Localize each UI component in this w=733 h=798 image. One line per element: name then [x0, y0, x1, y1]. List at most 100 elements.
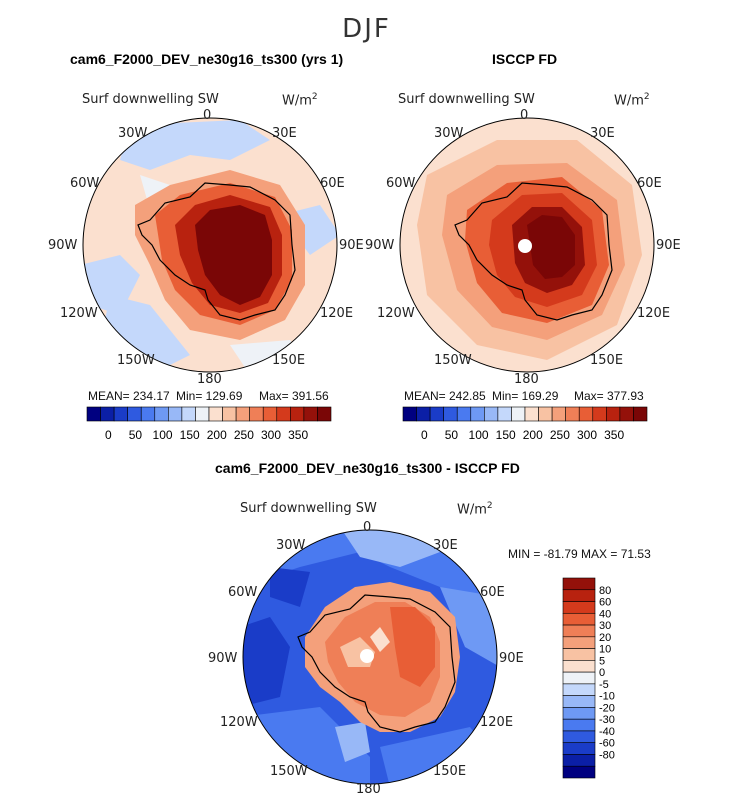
colorbar-swatch [538, 406, 553, 422]
colorbar-swatch [208, 406, 223, 422]
colorbar-tick-label: 40 [599, 608, 611, 620]
lon-label: 90W [208, 651, 238, 666]
colorbar-tick-label: 150 [496, 428, 516, 442]
stat-max: Max= 391.56 [259, 389, 329, 403]
colorbar-model: 0 50 100 150 200 250 300 350 [86, 406, 332, 442]
lon-label: 120E [637, 306, 671, 321]
colorbar-tick-label: -10 [599, 691, 615, 703]
panel-model-units: W/m2 [282, 92, 318, 109]
lon-label: 120E [320, 306, 354, 321]
colorbar-swatch [562, 683, 596, 696]
colorbar-tick-label: 250 [550, 428, 570, 442]
colorbar-tick-label: 150 [180, 428, 200, 442]
colorbar-swatch [562, 612, 596, 626]
lon-label: 150E [272, 353, 306, 368]
colorbar-tick-label: 300 [261, 428, 281, 442]
colorbar-swatch [592, 406, 607, 422]
lon-label: 60W [228, 585, 258, 600]
colorbar-tick-label: -40 [599, 726, 615, 738]
colorbar-tick-label: 60 [599, 597, 611, 609]
colorbar-tick-label: 0 [105, 428, 112, 442]
lon-label: 30W [276, 538, 306, 553]
colorbar-swatch [127, 406, 142, 422]
colorbar-swatch [470, 406, 485, 422]
lon-label: 180 [197, 372, 222, 387]
colorbar-tick-label: -60 [599, 738, 615, 750]
lon-label: 150W [117, 353, 155, 368]
lon-label: 60W [386, 176, 416, 191]
lon-label: 60E [320, 176, 345, 191]
colorbar-tick-label: -20 [599, 702, 615, 714]
colorbar-swatch [511, 406, 526, 422]
colorbar-tick-label: 50 [445, 428, 459, 442]
colorbar-swatch [290, 406, 305, 422]
colorbar-swatch [606, 406, 621, 422]
colorbar-swatch [235, 406, 250, 422]
colorbar-swatch [562, 660, 596, 673]
colorbar-swatch [524, 406, 539, 422]
colorbar-swatch [633, 406, 648, 422]
lon-label: 60E [480, 585, 505, 600]
colorbar-obs: 0 50 100 150 200 250 300 350 [402, 406, 648, 442]
colorbar-swatch [429, 406, 444, 422]
colorbar-swatch [565, 406, 580, 422]
lon-label: 30W [434, 126, 464, 141]
colorbar-swatch [222, 406, 237, 422]
lon-label: 30W [118, 126, 148, 141]
stat-mean: MEAN= 242.85 [404, 389, 486, 403]
panel-model-title: cam6_F2000_DEV_ne30g16_ts300 (yrs 1) [70, 51, 344, 67]
panel-obs-units: W/m2 [614, 92, 650, 109]
colorbar-tick-label: -5 [599, 679, 609, 691]
colorbar-tick-label: 30 [599, 620, 611, 632]
colorbar-swatch [100, 406, 115, 422]
colorbar-swatch [484, 406, 499, 422]
lon-label: 90E [339, 238, 364, 253]
colorbar-swatch [562, 695, 596, 708]
panel-diff-variable: Surf downwelling SW [240, 501, 377, 516]
colorbar-swatch [86, 406, 101, 422]
polar-map-obs [399, 117, 655, 373]
stat-mean: MEAN= 234.17 [88, 389, 170, 403]
lon-label: 30E [590, 126, 615, 141]
lon-label: 0 [203, 108, 212, 123]
colorbar-swatch [562, 730, 596, 744]
lon-label: 60E [637, 176, 662, 191]
lon-label: 120E [480, 715, 514, 730]
stat-max: Max= 377.93 [574, 389, 644, 403]
colorbar-swatch [140, 406, 156, 422]
lon-label: 180 [356, 782, 381, 797]
colorbar-swatch [497, 406, 512, 422]
panel-diff-units: W/m2 [457, 501, 493, 518]
colorbar-tick-label: 20 [599, 632, 611, 644]
colorbar-swatch [262, 406, 278, 422]
colorbar-swatch [562, 601, 596, 614]
colorbar-tick-label: 350 [288, 428, 308, 442]
colorbar-swatch [562, 636, 596, 649]
lon-label: 150W [270, 764, 308, 779]
colorbar-swatch [562, 742, 596, 755]
lon-label: 120W [220, 715, 258, 730]
colorbar-tick-label: -30 [599, 714, 615, 726]
colorbar-swatch [562, 648, 596, 661]
lon-label: 0 [520, 108, 529, 123]
colorbar-tick-label: 300 [577, 428, 597, 442]
colorbar-tick-label: 100 [153, 428, 173, 442]
lon-label: 90W [48, 238, 78, 253]
colorbar-swatch [562, 707, 596, 720]
colorbar-swatch [562, 624, 596, 638]
lon-label: 180 [514, 372, 539, 387]
colorbar-tick-label: 10 [599, 644, 611, 656]
colorbar-swatch [562, 754, 596, 767]
colorbar-swatch [562, 589, 596, 602]
lon-label: 150E [590, 353, 624, 368]
lon-label: 30E [272, 126, 297, 141]
colorbar-swatch [249, 406, 264, 422]
stat-minmax: MIN = -81.79 MAX = 71.53 [508, 547, 651, 561]
lon-label: 90E [656, 238, 681, 253]
lon-label: 150W [434, 353, 472, 368]
panel-obs-variable: Surf downwelling SW [398, 92, 535, 107]
colorbar-tick-label: 80 [599, 585, 611, 597]
lon-label: 120W [60, 306, 98, 321]
lon-label: 90W [365, 238, 395, 253]
lon-label: 90E [499, 651, 524, 666]
